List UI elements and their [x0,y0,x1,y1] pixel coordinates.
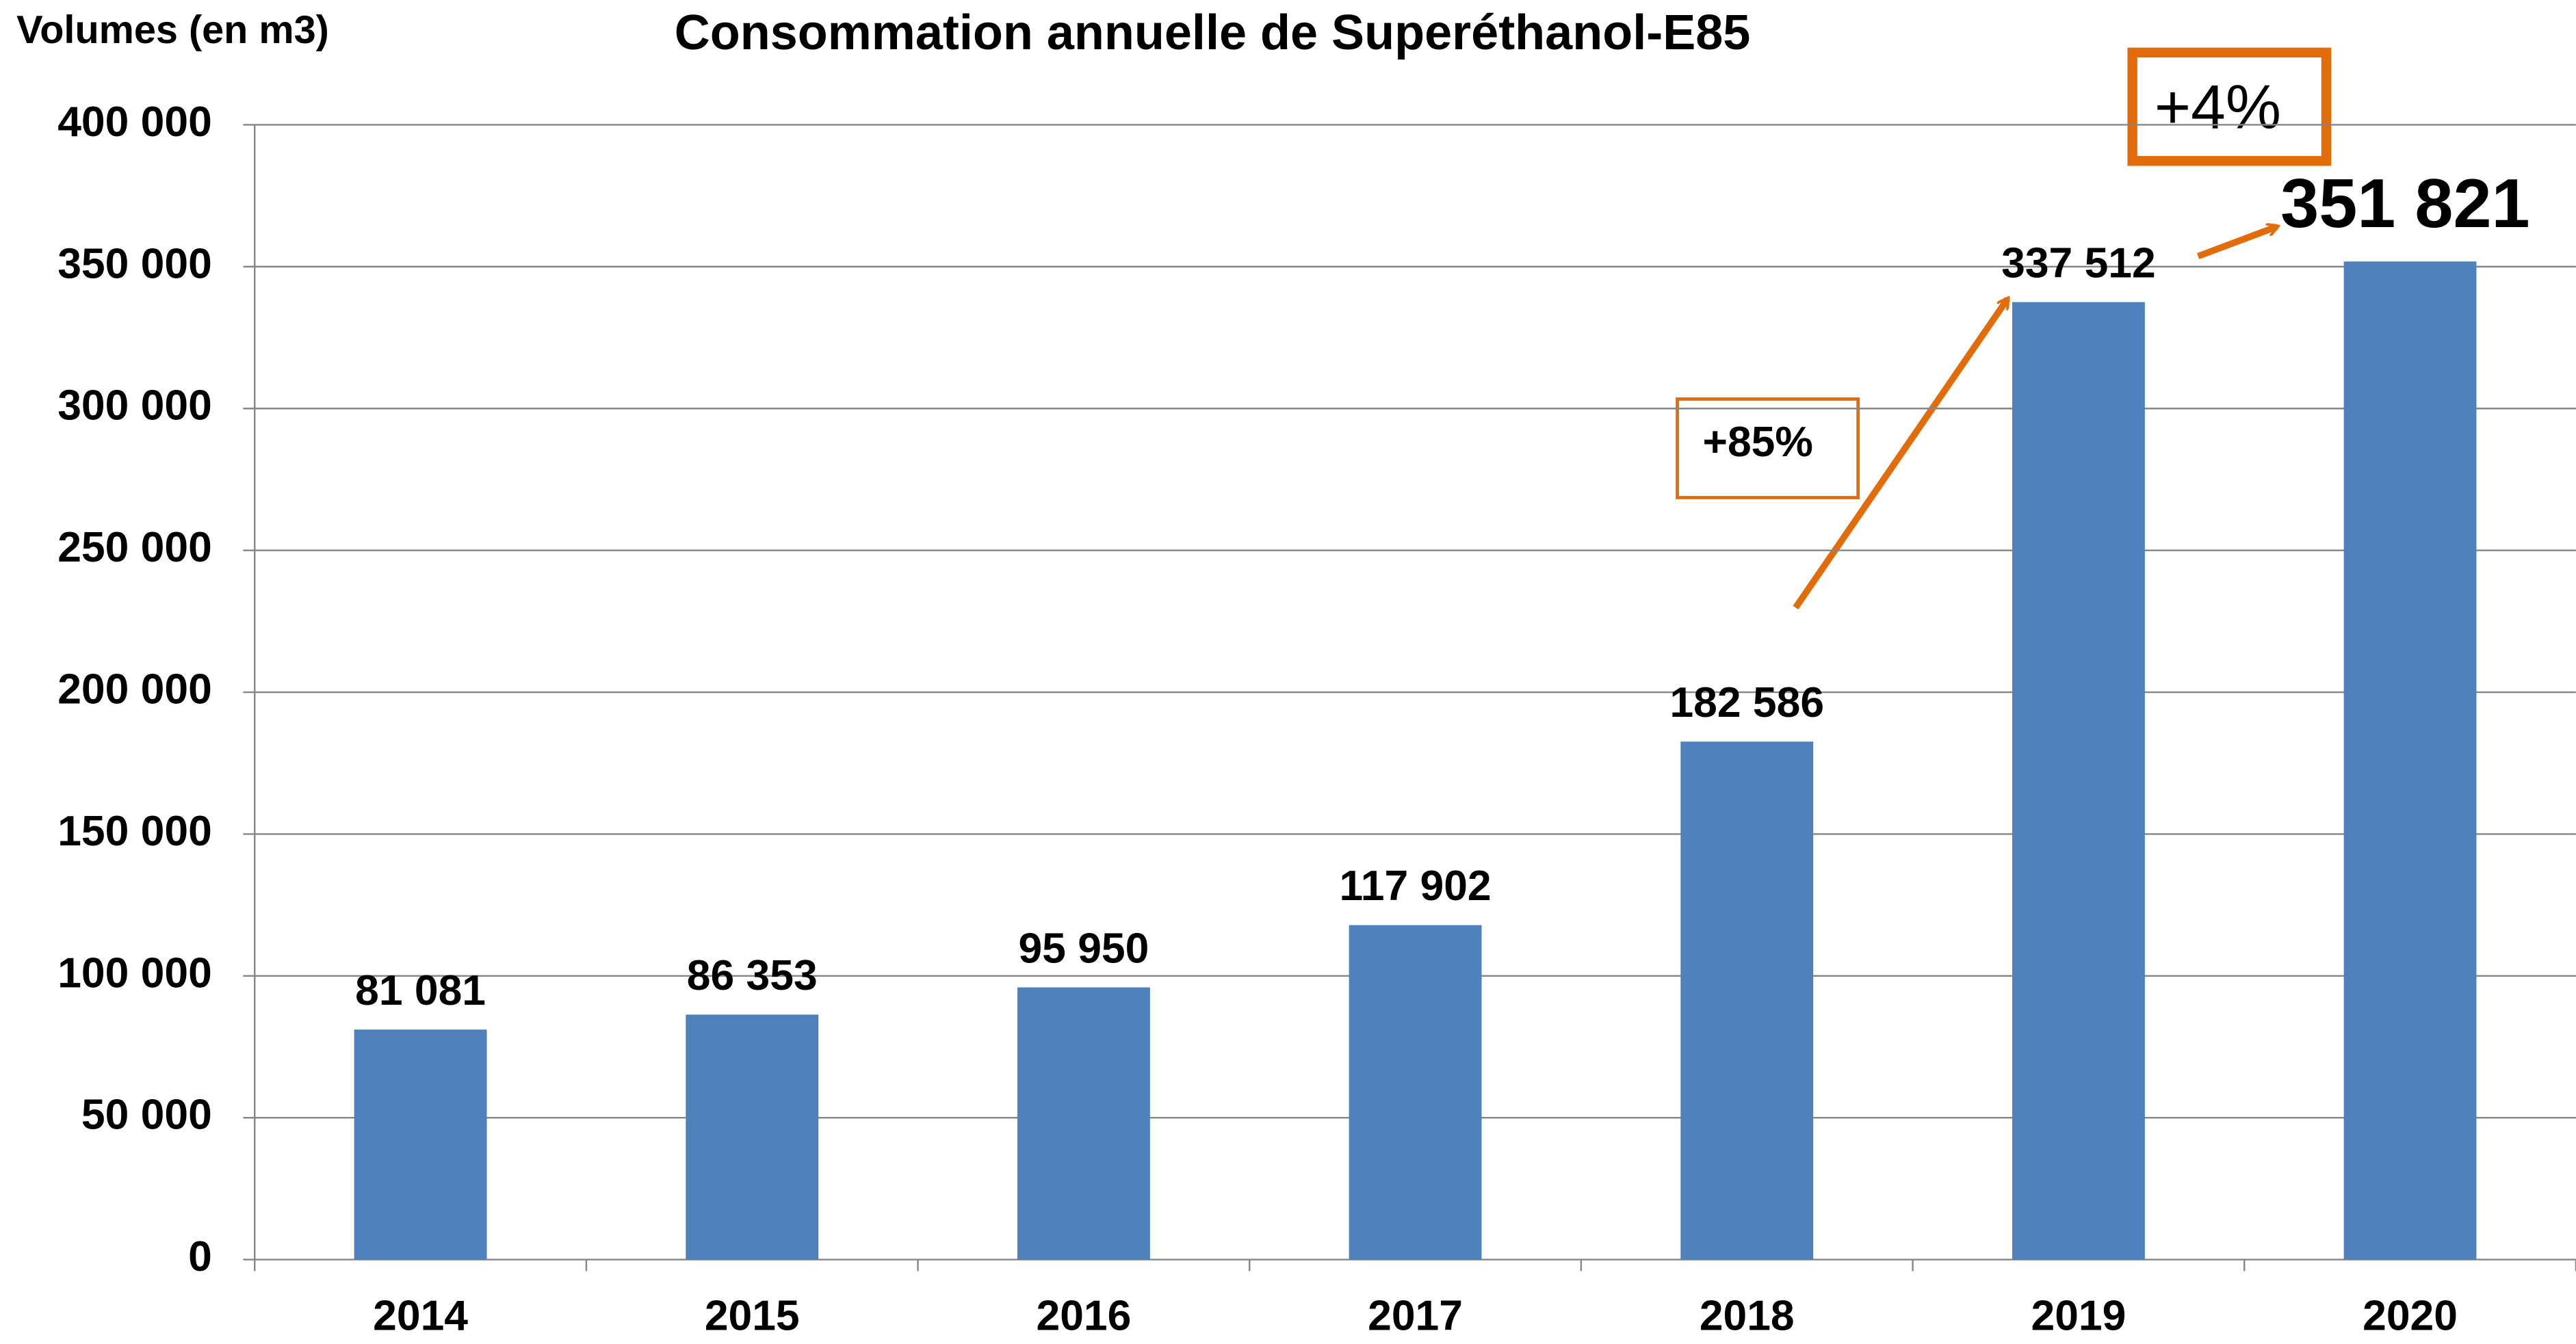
y-tick-label: 100 000 [57,949,212,997]
arrow [2196,226,2277,260]
y-axis-label: Volumes (en m3) [16,8,329,52]
data-label: 81 081 [355,966,486,1014]
y-tick-label: 300 000 [57,382,212,430]
bar [686,1014,819,1260]
bar [1349,925,1482,1260]
y-tick-label: 150 000 [57,807,212,855]
bar [1680,741,1814,1260]
x-tick-label: 2017 [1368,1292,1463,1340]
x-tick-label: 2016 [1036,1292,1131,1340]
bar [1017,987,1150,1260]
x-tick-label: 2020 [2363,1292,2458,1340]
y-tick-label: 250 000 [57,523,212,571]
x-tick-label: 2019 [2031,1292,2126,1340]
bar [354,1029,487,1260]
y-tick-label: 0 [188,1233,212,1280]
y-tick-label: 400 000 [57,98,212,146]
data-label: 86 353 [687,951,818,999]
data-label: 95 950 [1018,924,1149,972]
bar [2343,261,2477,1260]
data-label: 351 821 [2280,166,2529,242]
data-label: 117 902 [1340,862,1492,910]
x-tick-label: 2015 [705,1292,800,1340]
y-tick-label: 350 000 [57,239,212,287]
y-tick-label: 200 000 [57,666,212,713]
arrow [1793,299,2011,610]
data-label: 337 512 [2001,239,2156,287]
y-tick-label: 50 000 [81,1091,212,1139]
chart-title: Consommation annuelle de Superéthanol-E8… [675,5,1751,60]
annotation: +4% [2155,72,2281,142]
annotation-box [2127,47,2332,166]
data-label: 182 586 [1669,678,1824,726]
x-tick-label: 2018 [1700,1292,1795,1340]
x-tick-label: 2014 [373,1292,468,1340]
bar [2012,302,2145,1260]
annotation-box [1676,397,1860,499]
annotation: +85% [1703,418,1813,466]
